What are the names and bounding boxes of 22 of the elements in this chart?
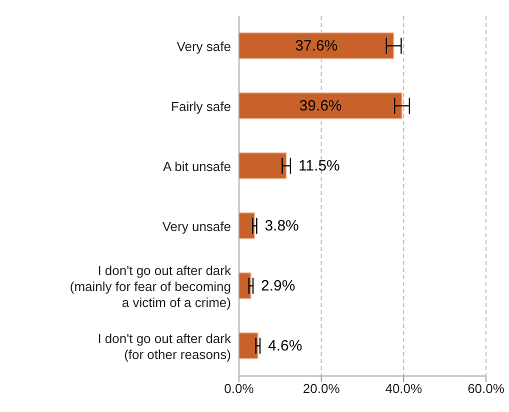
y-tick-label: I don't go out after dark (mainly for fear of becoming a victim of a crime) — [70, 262, 232, 310]
y-tick-label: Very safe — [176, 38, 231, 54]
bar — [239, 272, 252, 300]
data-label: 39.6% — [299, 97, 342, 114]
data-label: 3.8% — [264, 217, 299, 234]
x-tick-label: 20.0% — [302, 381, 340, 396]
data-label: 11.5% — [298, 157, 340, 174]
bar — [239, 152, 287, 180]
x-tick-label: 60.0% — [468, 381, 505, 396]
bar — [239, 92, 403, 120]
y-tick-label: Fairly safe — [171, 98, 231, 114]
x-tick-label: 0.0% — [224, 381, 254, 396]
y-tick-label: Very unsafe — [162, 218, 231, 234]
bar — [239, 32, 394, 60]
y-tick-label: A bit unsafe — [163, 158, 231, 174]
data-label: 4.6% — [268, 337, 302, 354]
data-label: 2.9% — [260, 277, 296, 294]
bar — [239, 332, 258, 360]
data-label: 37.6% — [295, 37, 338, 54]
y-tick-label: I don't go out after dark (for other reasons) — [98, 330, 232, 362]
bar — [239, 212, 256, 240]
x-tick-label: 40.0% — [385, 381, 423, 396]
